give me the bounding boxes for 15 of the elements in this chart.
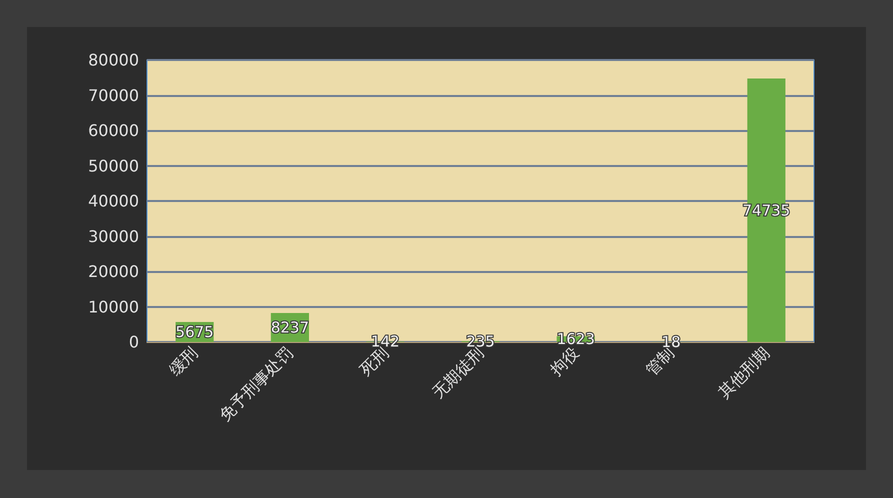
data-label: 8237 — [270, 318, 310, 336]
y-tick-label: 80000 — [88, 50, 139, 70]
y-tick-label: 60000 — [88, 121, 139, 140]
y-tick-label: 30000 — [88, 226, 139, 246]
y-tick-label: 50000 — [88, 156, 139, 176]
data-label: 5675 — [176, 323, 214, 341]
y-tick-label: 20000 — [88, 262, 139, 281]
y-tick-label: 40000 — [88, 192, 139, 210]
x-tick-label: 拘役 — [546, 343, 583, 380]
y-tick-label: 70000 — [88, 86, 139, 105]
y-tick-label: 0 — [128, 332, 139, 352]
x-tick-label: 免予刑事处罚 — [215, 343, 297, 425]
x-tick-label: 缓刑 — [165, 343, 202, 380]
y-tick-label: 10000 — [88, 297, 139, 316]
x-tick-label: 其他刑期 — [714, 343, 774, 402]
